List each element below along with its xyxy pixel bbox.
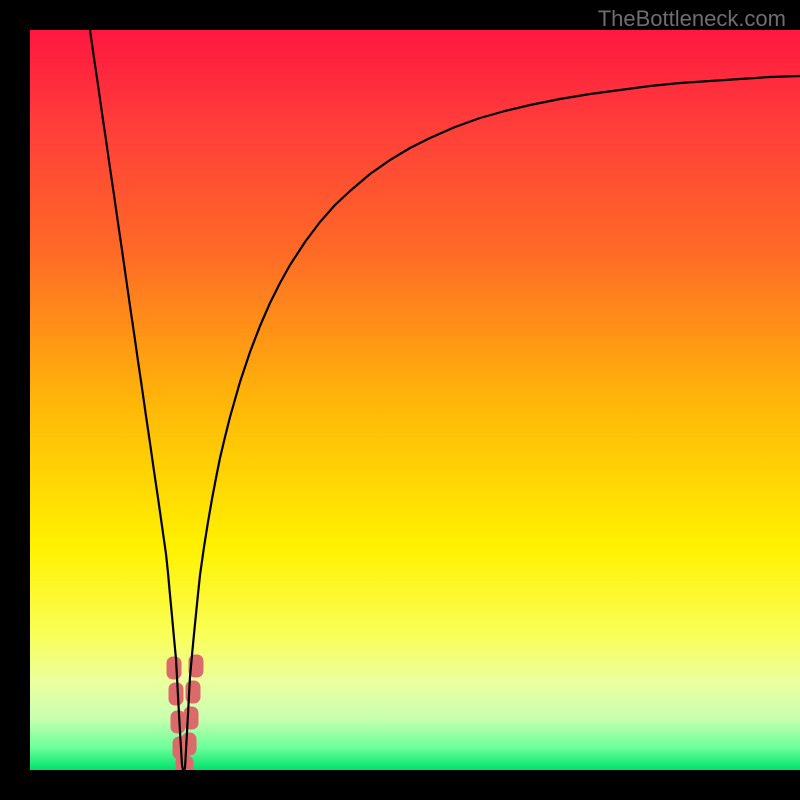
chart-svg (30, 30, 800, 770)
marker-point (169, 683, 183, 705)
marker-point (182, 733, 196, 755)
gradient-background (30, 30, 800, 770)
chart-container: TheBottleneck.com (0, 0, 800, 800)
marker-point (184, 707, 198, 729)
watermark-text: TheBottleneck.com (598, 6, 786, 32)
plot-area (30, 30, 800, 770)
marker-point (167, 657, 181, 679)
